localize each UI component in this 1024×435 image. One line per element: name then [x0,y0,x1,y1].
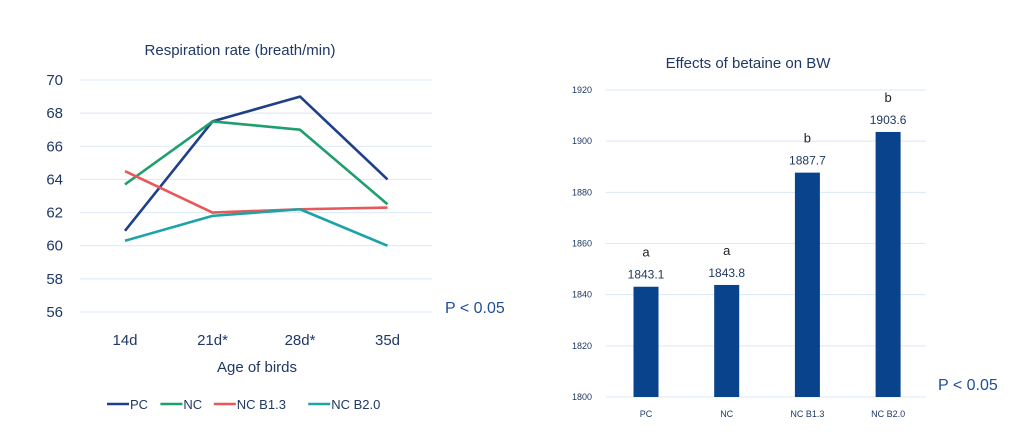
x-tick-label: NC B1.3 [790,409,824,419]
data-label: 1887.7 [789,154,826,168]
legend-item: PC [107,397,148,412]
y-tick-label: 1820 [572,341,592,351]
bar-nc [714,284,740,397]
x-tick-label: 35d [375,332,400,349]
legend-item: NC B1.3 [213,397,286,412]
y-tick-label: 70 [46,72,63,89]
x-tick-label: NC [720,409,733,419]
legend-item: NC B2.0 [308,397,380,412]
legend-item: NC [160,397,202,412]
chart-title: Effects of betaine on BW [666,55,832,72]
legend-label: NC B2.0 [331,397,380,412]
y-tick-label: 58 [46,271,63,288]
x-tick-label: 28d* [285,332,316,349]
significance-letter: a [642,245,650,260]
legend-label: NC B1.3 [237,397,286,412]
y-tick-label: 1900 [572,136,592,146]
x-tick-label: 21d* [197,332,228,349]
bar-pc [633,286,659,397]
data-label: 1903.6 [870,113,907,127]
respiration-line-chart: Respiration rate (breath/min) 56 58 60 62 64… [46,42,505,412]
y-tick-label: 66 [46,138,63,155]
data-label: 1843.1 [628,268,665,282]
y-tick-label: 64 [46,171,63,188]
p-value-annotation: P < 0.05 [445,300,505,317]
bar-nc-b2-0 [875,131,901,397]
significance-letter: b [804,131,811,146]
series-line-pc [123,95,389,232]
y-tick-label: 1800 [572,392,592,402]
significance-letter: b [884,90,891,105]
bar-nc-b1-3 [794,172,820,397]
data-label: 1843.8 [708,266,745,280]
y-tick-label: 1860 [572,239,592,249]
y-tick-label: 1920 [572,85,592,95]
significance-letter: a [723,243,731,258]
x-tick-label: NC B2.0 [871,409,905,419]
y-tick-label: 62 [46,205,63,222]
legend-label: PC [130,397,148,412]
series-line-nc [124,120,389,206]
legend-label: NC [183,397,202,412]
series-line-nc-b1-3 [124,169,388,214]
y-tick-label: 60 [46,238,63,255]
y-tick-label: 1880 [572,187,592,197]
y-tick-label: 1840 [572,290,592,300]
p-value-annotation: P < 0.05 [938,377,998,394]
x-tick-label: 14d [112,332,137,349]
y-tick-label: 68 [46,105,63,122]
chart-title: Respiration rate (breath/min) [145,42,336,59]
series-line-nc-b2-0 [124,207,388,247]
x-axis-label: Age of birds [217,359,297,376]
y-tick-label: 56 [46,304,63,321]
x-tick-label: PC [640,409,653,419]
